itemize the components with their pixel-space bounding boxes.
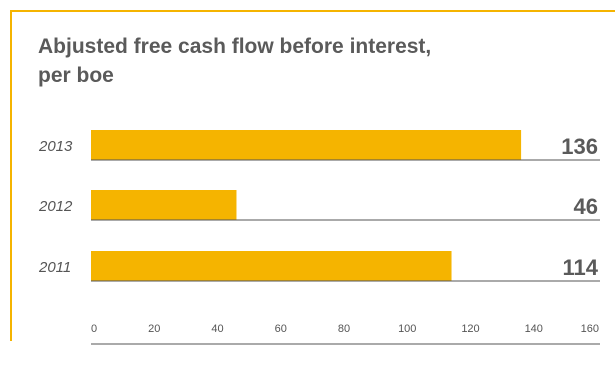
category-label-2011: 2011 (38, 259, 71, 276)
chart-title: Abjusted free cash flow before interest,… (38, 32, 558, 90)
bar-2011 (91, 251, 452, 281)
category-label-2013: 2013 (38, 138, 73, 155)
x-tick-label-60: 60 (275, 323, 287, 335)
x-tick-label-120: 120 (461, 323, 479, 335)
x-tick-label-140: 140 (525, 323, 543, 335)
value-label-2012: 46 (574, 194, 598, 219)
x-tick-label-80: 80 (338, 323, 350, 335)
x-tick-label-100: 100 (398, 323, 416, 335)
category-label-2012: 2012 (38, 198, 73, 215)
bar-2013 (91, 130, 522, 160)
x-tick-label-0: 0 (91, 323, 97, 335)
value-label-2013: 136 (561, 134, 598, 159)
bar-2012 (91, 190, 237, 220)
value-label-2011: 114 (563, 255, 599, 280)
frame-top-border (10, 10, 615, 12)
frame-left-border (10, 10, 12, 341)
x-tick-label-20: 20 (148, 323, 160, 335)
chart-title-line-2: per boe (38, 64, 114, 87)
x-tick-label-160: 160 (581, 323, 599, 335)
x-tick-label-40: 40 (211, 323, 223, 335)
chart-title-line-1: Abjusted free cash flow before interest, (38, 35, 432, 58)
